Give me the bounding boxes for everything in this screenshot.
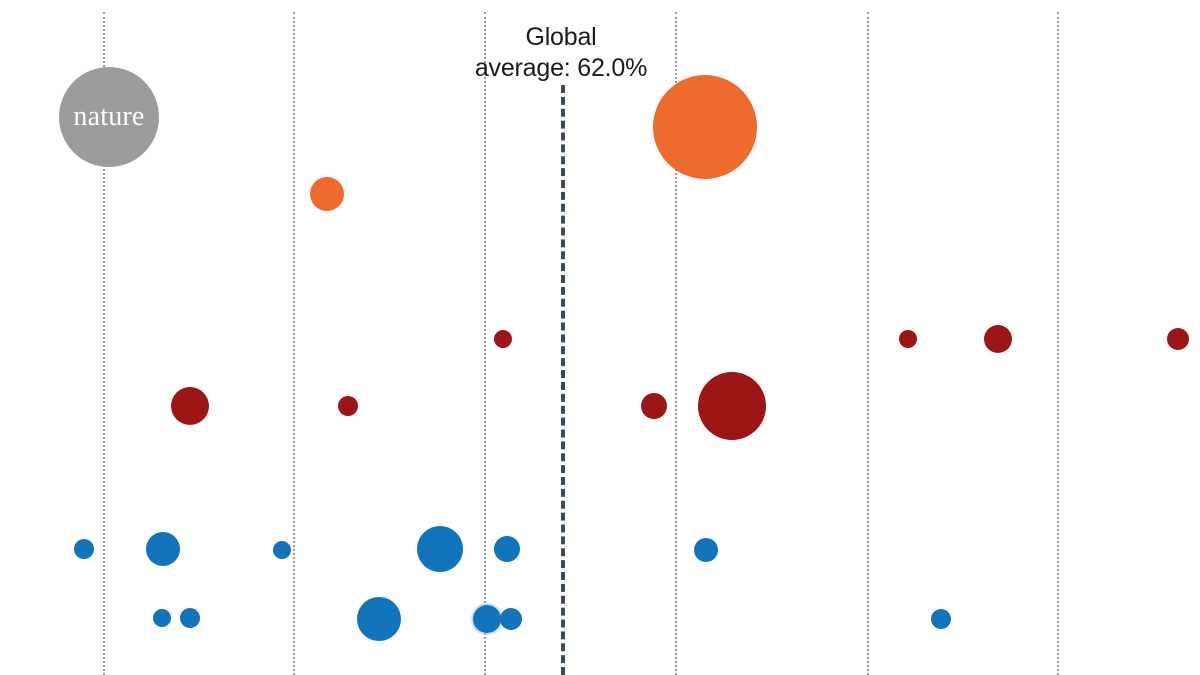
bubble-blue[interactable] xyxy=(74,539,94,559)
bubble-blue[interactable] xyxy=(417,526,463,572)
bubble-blue[interactable] xyxy=(146,532,180,566)
bubble-orange[interactable] xyxy=(310,177,344,211)
gridline-5 xyxy=(867,12,869,675)
gridline-4 xyxy=(675,12,677,675)
bubble-dark-red[interactable] xyxy=(641,393,667,419)
bubble-blue[interactable] xyxy=(931,609,951,629)
global-average-annotation: Global average: 62.0% xyxy=(474,23,648,83)
bubble-blue[interactable] xyxy=(500,608,522,630)
bubble-blue[interactable] xyxy=(153,609,171,627)
bubble-dark-red[interactable] xyxy=(899,330,917,348)
bubble-blue[interactable] xyxy=(694,538,718,562)
nature-watermark-logo: nature xyxy=(59,67,159,167)
gridline-3 xyxy=(484,12,486,675)
bubble-blue[interactable] xyxy=(273,541,291,559)
bubble-dark-red[interactable] xyxy=(1167,328,1189,350)
bubble-blue[interactable] xyxy=(357,597,401,641)
bubble-dark-red[interactable] xyxy=(171,387,209,425)
bubble-blue[interactable] xyxy=(494,536,520,562)
bubble-blue[interactable] xyxy=(180,608,200,628)
gridline-6 xyxy=(1057,12,1059,675)
bubble-blue[interactable] xyxy=(473,605,501,633)
bubble-dark-red[interactable] xyxy=(494,330,512,348)
bubble-dark-red[interactable] xyxy=(338,396,358,416)
gridline-2 xyxy=(293,12,295,675)
gridline-1 xyxy=(103,12,105,675)
bubble-dark-red[interactable] xyxy=(984,325,1012,353)
bubble-dark-red[interactable] xyxy=(698,372,766,440)
bubble-orange[interactable] xyxy=(653,75,757,179)
global-average-line xyxy=(561,85,565,675)
nature-watermark-label: nature xyxy=(73,101,145,132)
